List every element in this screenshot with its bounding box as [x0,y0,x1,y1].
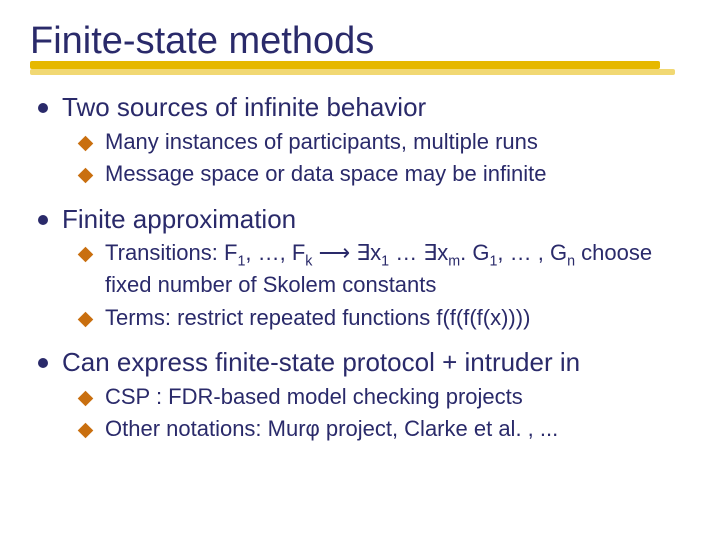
slide-content: Two sources of infinite behavior Many ins… [30,91,690,444]
diamond-bullet-icon [78,168,94,184]
bullet-level1-text: Finite approximation [62,203,296,236]
disc-bullet-icon [38,215,48,225]
bullet-level2: Many instances of participants, multiple… [80,128,690,157]
bullet-level2-text: Transitions: F1, …, Fk ⟶ ∃x1 … ∃xm. G1, … [105,239,690,300]
diamond-bullet-icon [78,391,94,407]
bullet-level2: Other notations: Murφ project, Clarke et… [80,415,690,444]
diamond-bullet-icon [78,311,94,327]
bullet-level2-text: Other notations: Murφ project, Clarke et… [105,415,558,444]
title-wrap: Finite-state methods [30,20,690,63]
bullet-level2-text: Terms: restrict repeated functions f(f(f… [105,304,530,333]
bullet-level2: Message space or data space may be infin… [80,160,690,189]
diamond-bullet-icon [78,247,94,263]
bullet-level2-text: Many instances of participants, multiple… [105,128,538,157]
bullet-level2: Transitions: F1, …, Fk ⟶ ∃x1 … ∃xm. G1, … [80,239,690,300]
bullet-level2-text: Message space or data space may be infin… [105,160,546,189]
bullet-level1: Two sources of infinite behavior [38,91,690,124]
bullet-level1-text: Two sources of infinite behavior [62,91,426,124]
slide-title: Finite-state methods [30,20,690,63]
bullet-level1: Finite approximation [38,203,690,236]
bullet-level2-text: CSP : FDR-based model checking projects [105,383,523,412]
bullet-level2: Terms: restrict repeated functions f(f(f… [80,304,690,333]
slide: Finite-state methods Two sources of infi… [0,0,720,540]
bullet-level1-text: Can express finite-state protocol + intr… [62,346,580,379]
diamond-bullet-icon [78,135,94,151]
diamond-bullet-icon [78,423,94,439]
disc-bullet-icon [38,103,48,113]
disc-bullet-icon [38,358,48,368]
bullet-level2: CSP : FDR-based model checking projects [80,383,690,412]
bullet-level1: Can express finite-state protocol + intr… [38,346,690,379]
